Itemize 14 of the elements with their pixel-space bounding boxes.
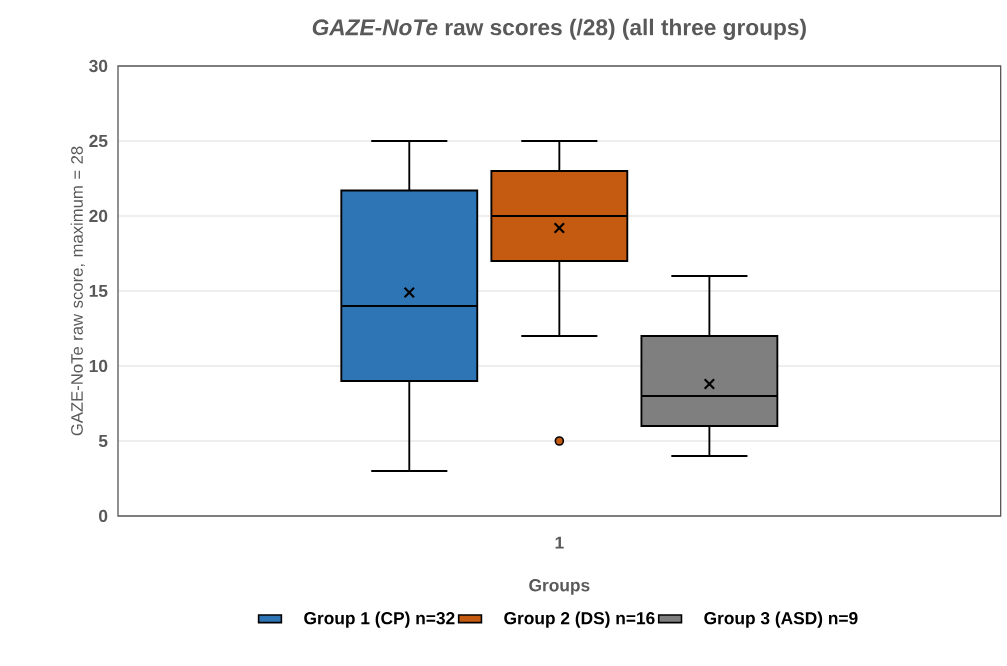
y-tick-label: 5 bbox=[98, 434, 108, 448]
y-tick-label: 10 bbox=[89, 359, 108, 373]
legend-label: Group 2 (DS) n=16 bbox=[504, 611, 655, 628]
y-tick-label: 20 bbox=[89, 209, 108, 223]
y-tick-label: 25 bbox=[89, 134, 108, 148]
y-tick-label: 15 bbox=[89, 284, 108, 298]
chart-title: GAZE-NoTe raw scores (/28) (all three groups) bbox=[312, 18, 806, 40]
x-axis-title: Groups bbox=[529, 579, 590, 595]
legend-label: Group 1 (CP) n=32 bbox=[304, 611, 455, 628]
y-tick-label: 0 bbox=[99, 509, 108, 523]
y-tick-label: 30 bbox=[89, 59, 108, 73]
y-axis-title: GAZE-NoTe raw score, maximum = 28 bbox=[70, 146, 85, 436]
x-tick-label: 1 bbox=[555, 536, 564, 549]
legend-label: Group 3 (ASD) n=9 bbox=[704, 611, 858, 628]
